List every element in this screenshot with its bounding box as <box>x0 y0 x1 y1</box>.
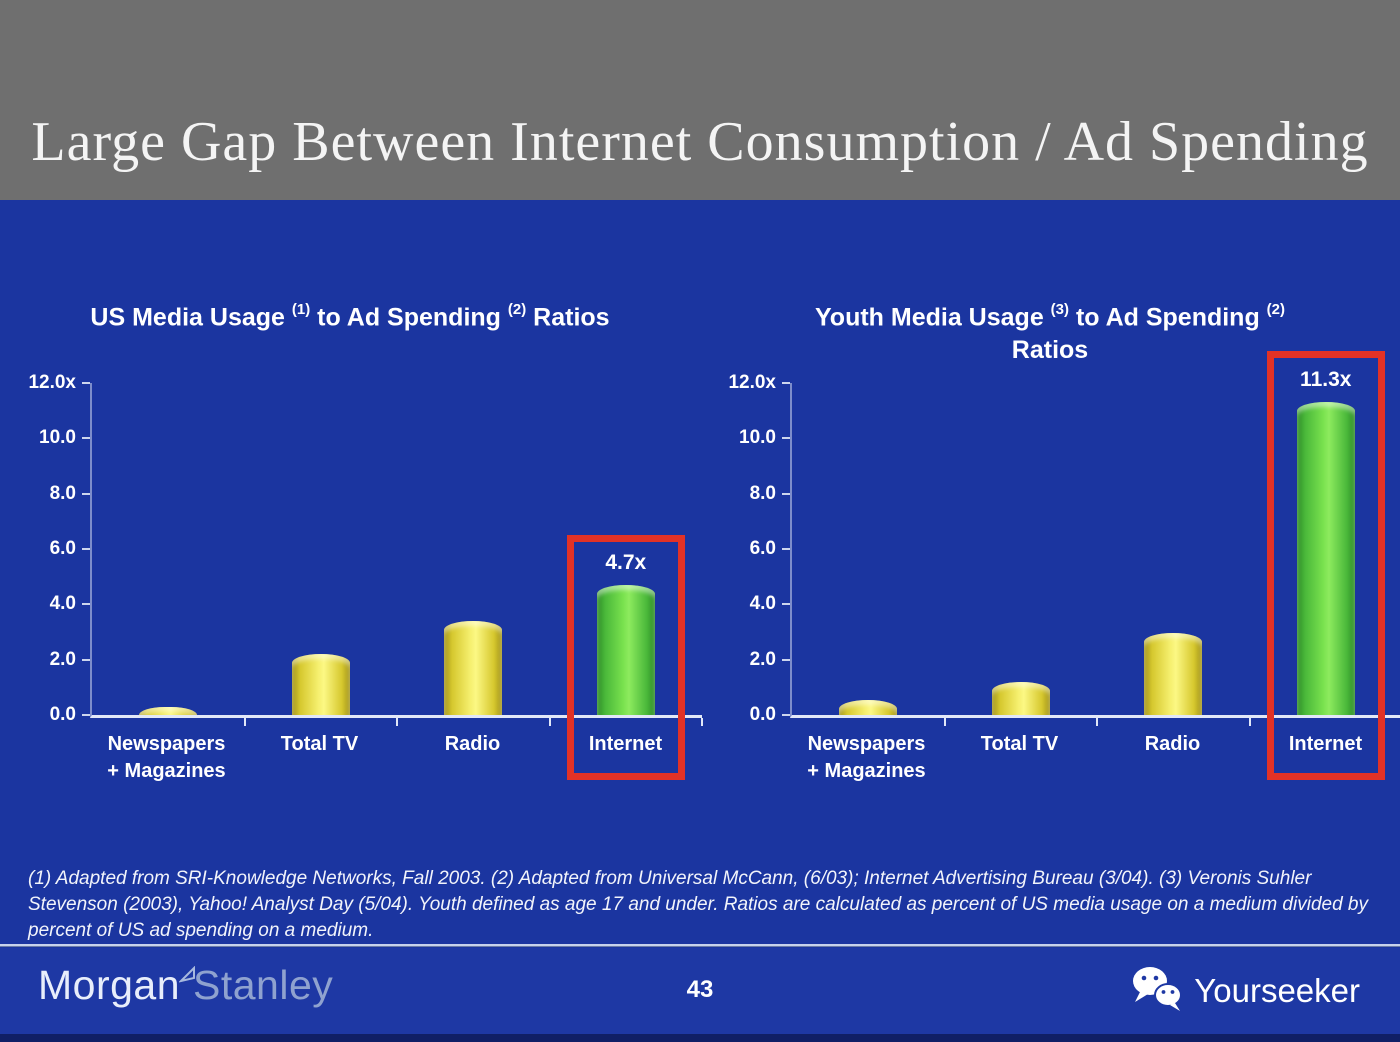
bottom-strip <box>0 1034 1400 1042</box>
y-tick-label: 8.0 <box>749 482 776 504</box>
bars: 4.7x <box>92 383 702 715</box>
bar <box>1144 633 1203 715</box>
category-label: Internet <box>1288 733 1363 755</box>
category-label: Radio <box>444 733 501 755</box>
bar-slot <box>397 383 550 715</box>
x-tick-mark <box>1248 718 1251 726</box>
category-label: Radio <box>1144 733 1201 755</box>
plot-area: 11.3x 12.0x 10.0 8.0 6.0 4.0 2.0 0.0 <box>728 350 1400 780</box>
chart-youth-media: Youth Media Usage (3) to Ad Spending (2)… <box>700 295 1400 785</box>
category-label: Internet <box>588 733 663 755</box>
morgan-stanley-logo: Morgan Stanley <box>38 962 333 1009</box>
charts-row: US Media Usage (1) to Ad Spending (2) Ra… <box>0 295 1400 785</box>
morgan-stanley-triangle-icon <box>177 946 196 993</box>
category-label: Total TV <box>980 733 1059 755</box>
y-tick-mark <box>782 658 790 661</box>
bar-value-label: 11.3x <box>1300 368 1352 392</box>
bars: 11.3x <box>792 368 1400 715</box>
bar <box>291 654 350 715</box>
y-tick-label: 10.0 <box>39 427 76 449</box>
bar-value-label: 4.7x <box>605 550 647 574</box>
y-tick-mark <box>82 492 90 495</box>
bar-slot <box>945 383 1098 715</box>
y-tick-mark <box>782 492 790 495</box>
y-tick-label: 0.0 <box>49 704 76 725</box>
bar <box>444 620 503 715</box>
chart-us-media: US Media Usage (1) to Ad Spending (2) Ra… <box>0 295 703 785</box>
y-tick-label: 12.0x <box>728 372 776 393</box>
x-labels: Newspapers + Magazines Total TV Radio Intern… <box>90 731 702 785</box>
slide-header: Large Gap Between Internet Consumption /… <box>0 0 1400 200</box>
highlight-box <box>1266 350 1385 780</box>
bar <box>596 584 655 715</box>
bar <box>139 706 198 715</box>
y-tick-mark <box>782 437 790 440</box>
bar <box>991 681 1050 715</box>
y-tick-label: 4.0 <box>49 593 76 615</box>
y-tick-mark <box>82 437 90 440</box>
bar-slot <box>245 383 398 715</box>
x-tick-mark <box>243 718 246 726</box>
y-tick-label: 4.0 <box>749 593 776 615</box>
x-tick-mark <box>943 718 946 726</box>
y-tick-mark <box>782 714 790 716</box>
y-tick-mark <box>782 548 790 550</box>
x-tick-mark <box>1096 718 1098 726</box>
y-tick-label: 10.0 <box>739 427 776 449</box>
slide-footer: Morgan Stanley 43 Yoursee <box>0 948 1400 1034</box>
y-tick-label: 2.0 <box>749 648 776 670</box>
bar-slot <box>792 383 945 715</box>
bar <box>1296 402 1355 715</box>
watermark: Yourseeker <box>1130 964 1360 1017</box>
chart-title: Youth Media Usage (3) to Ad Spending (2)… <box>814 301 1286 365</box>
y-tick-mark <box>82 382 90 384</box>
x-tick-mark <box>548 718 551 726</box>
footer-separator-line <box>0 944 1400 947</box>
brand-stanley: Stanley <box>193 962 334 1008</box>
plot-area: 4.7x 12.0x 10.0 8.0 6.0 4.0 2.0 0.0 <box>28 372 703 780</box>
bar-slot <box>1097 383 1250 715</box>
y-tick-label: 2.0 <box>49 648 76 670</box>
y-tick-label: 0.0 <box>749 704 776 725</box>
category-label: Newspapers + Magazines <box>107 733 226 782</box>
wechat-icon <box>1130 964 1184 1017</box>
y-tick-label: 6.0 <box>49 538 76 559</box>
page-number: 43 <box>686 976 714 1003</box>
y-tick-mark <box>82 714 90 716</box>
y-tick-mark <box>82 548 90 550</box>
category-label: Total TV <box>280 733 359 755</box>
footnote: (1) Adapted from SRI-Knowledge Networks,… <box>28 868 1368 941</box>
y-tick-mark <box>782 382 790 384</box>
category-label: Newspapers + Magazines <box>807 733 926 782</box>
bar <box>839 699 898 715</box>
highlight-box <box>566 534 685 780</box>
y-tick-label: 12.0x <box>28 372 76 393</box>
x-labels: Newspapers + Magazines Total TV Radio Intern… <box>790 731 1400 785</box>
bar-slot: 11.3x <box>1250 368 1400 715</box>
watermark-text: Yourseeker <box>1194 971 1360 1009</box>
y-tick-mark <box>782 603 790 606</box>
x-tick-mark <box>701 718 703 726</box>
bar-slot <box>92 383 245 715</box>
chart-title: US Media Usage (1) to Ad Spending (2) Ra… <box>90 301 610 332</box>
slide-title: Large Gap Between Internet Consumption /… <box>31 111 1369 173</box>
y-tick-mark <box>82 658 90 661</box>
y-tick-label: 8.0 <box>49 482 76 504</box>
brand-morgan: Morgan <box>38 962 181 1008</box>
bar-slot: 4.7x <box>550 383 703 715</box>
y-tick-mark <box>82 603 90 606</box>
x-tick-mark <box>396 718 398 726</box>
y-tick-label: 6.0 <box>749 538 776 559</box>
